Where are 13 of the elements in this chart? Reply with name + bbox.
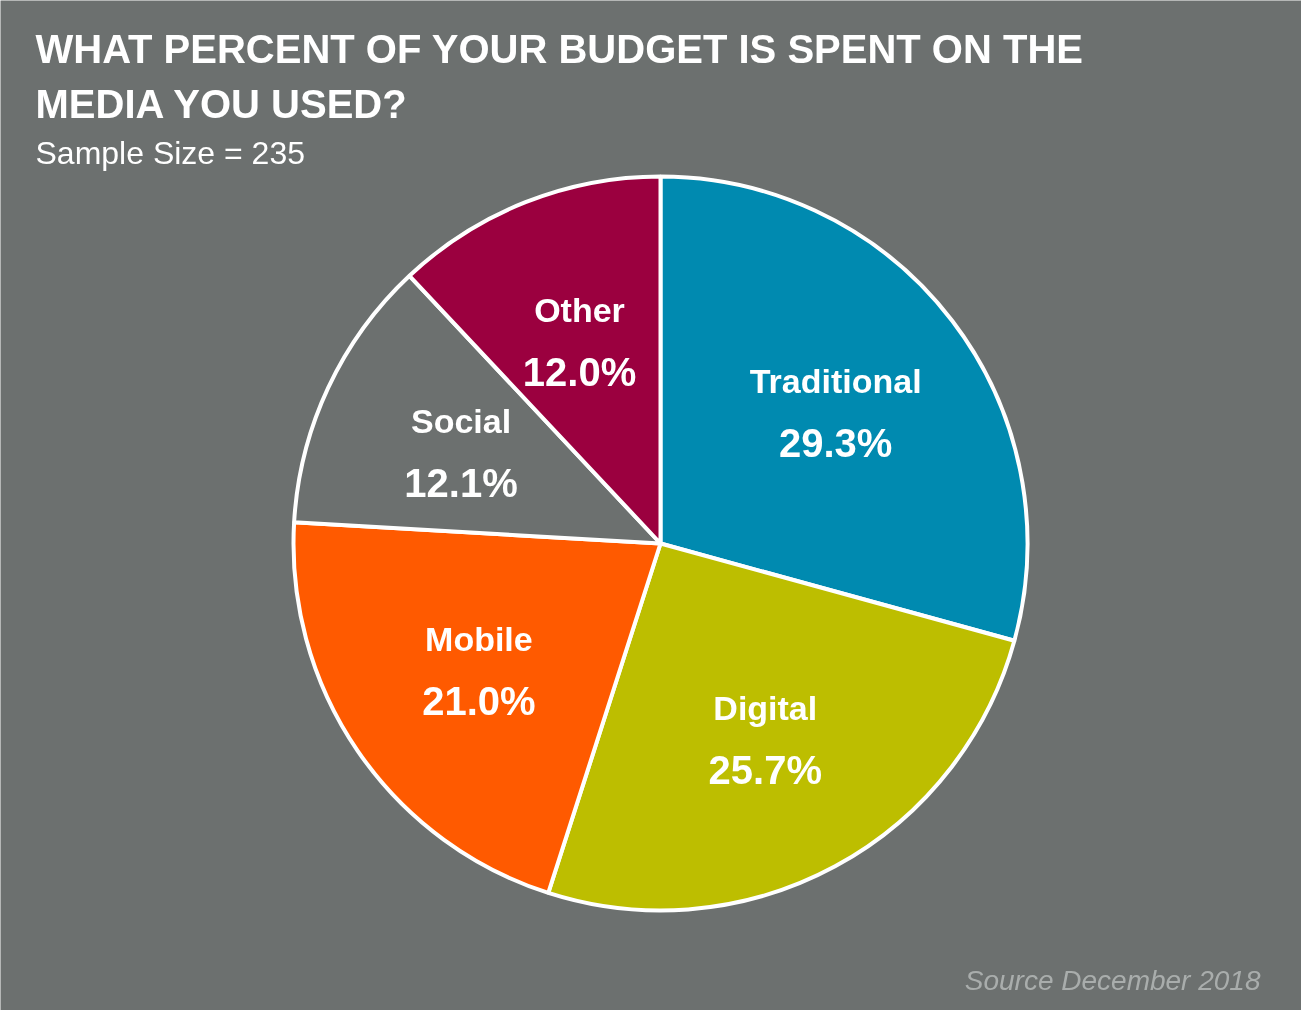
slice-label: Other bbox=[534, 290, 625, 329]
source-note: Source December 2018 bbox=[964, 964, 1261, 996]
slice-label: Social bbox=[410, 402, 512, 441]
data-label: 25.7% bbox=[708, 748, 822, 793]
slice-label: Traditional bbox=[749, 362, 922, 401]
data-label: 12.0% bbox=[522, 349, 637, 394]
chart-subtitle: Sample Size = 235 bbox=[35, 134, 305, 171]
data-label: 21.0% bbox=[422, 679, 536, 724]
slice-label: Digital bbox=[713, 689, 818, 728]
chart-title: WHAT PERCENT OF YOUR BUDGET IS SPENT ON THE MEDIA YOU USED? bbox=[35, 26, 1083, 126]
data-label: 12.1% bbox=[404, 461, 518, 506]
data-label: 29.3% bbox=[778, 421, 893, 466]
slice-label: Mobile bbox=[425, 620, 533, 659]
